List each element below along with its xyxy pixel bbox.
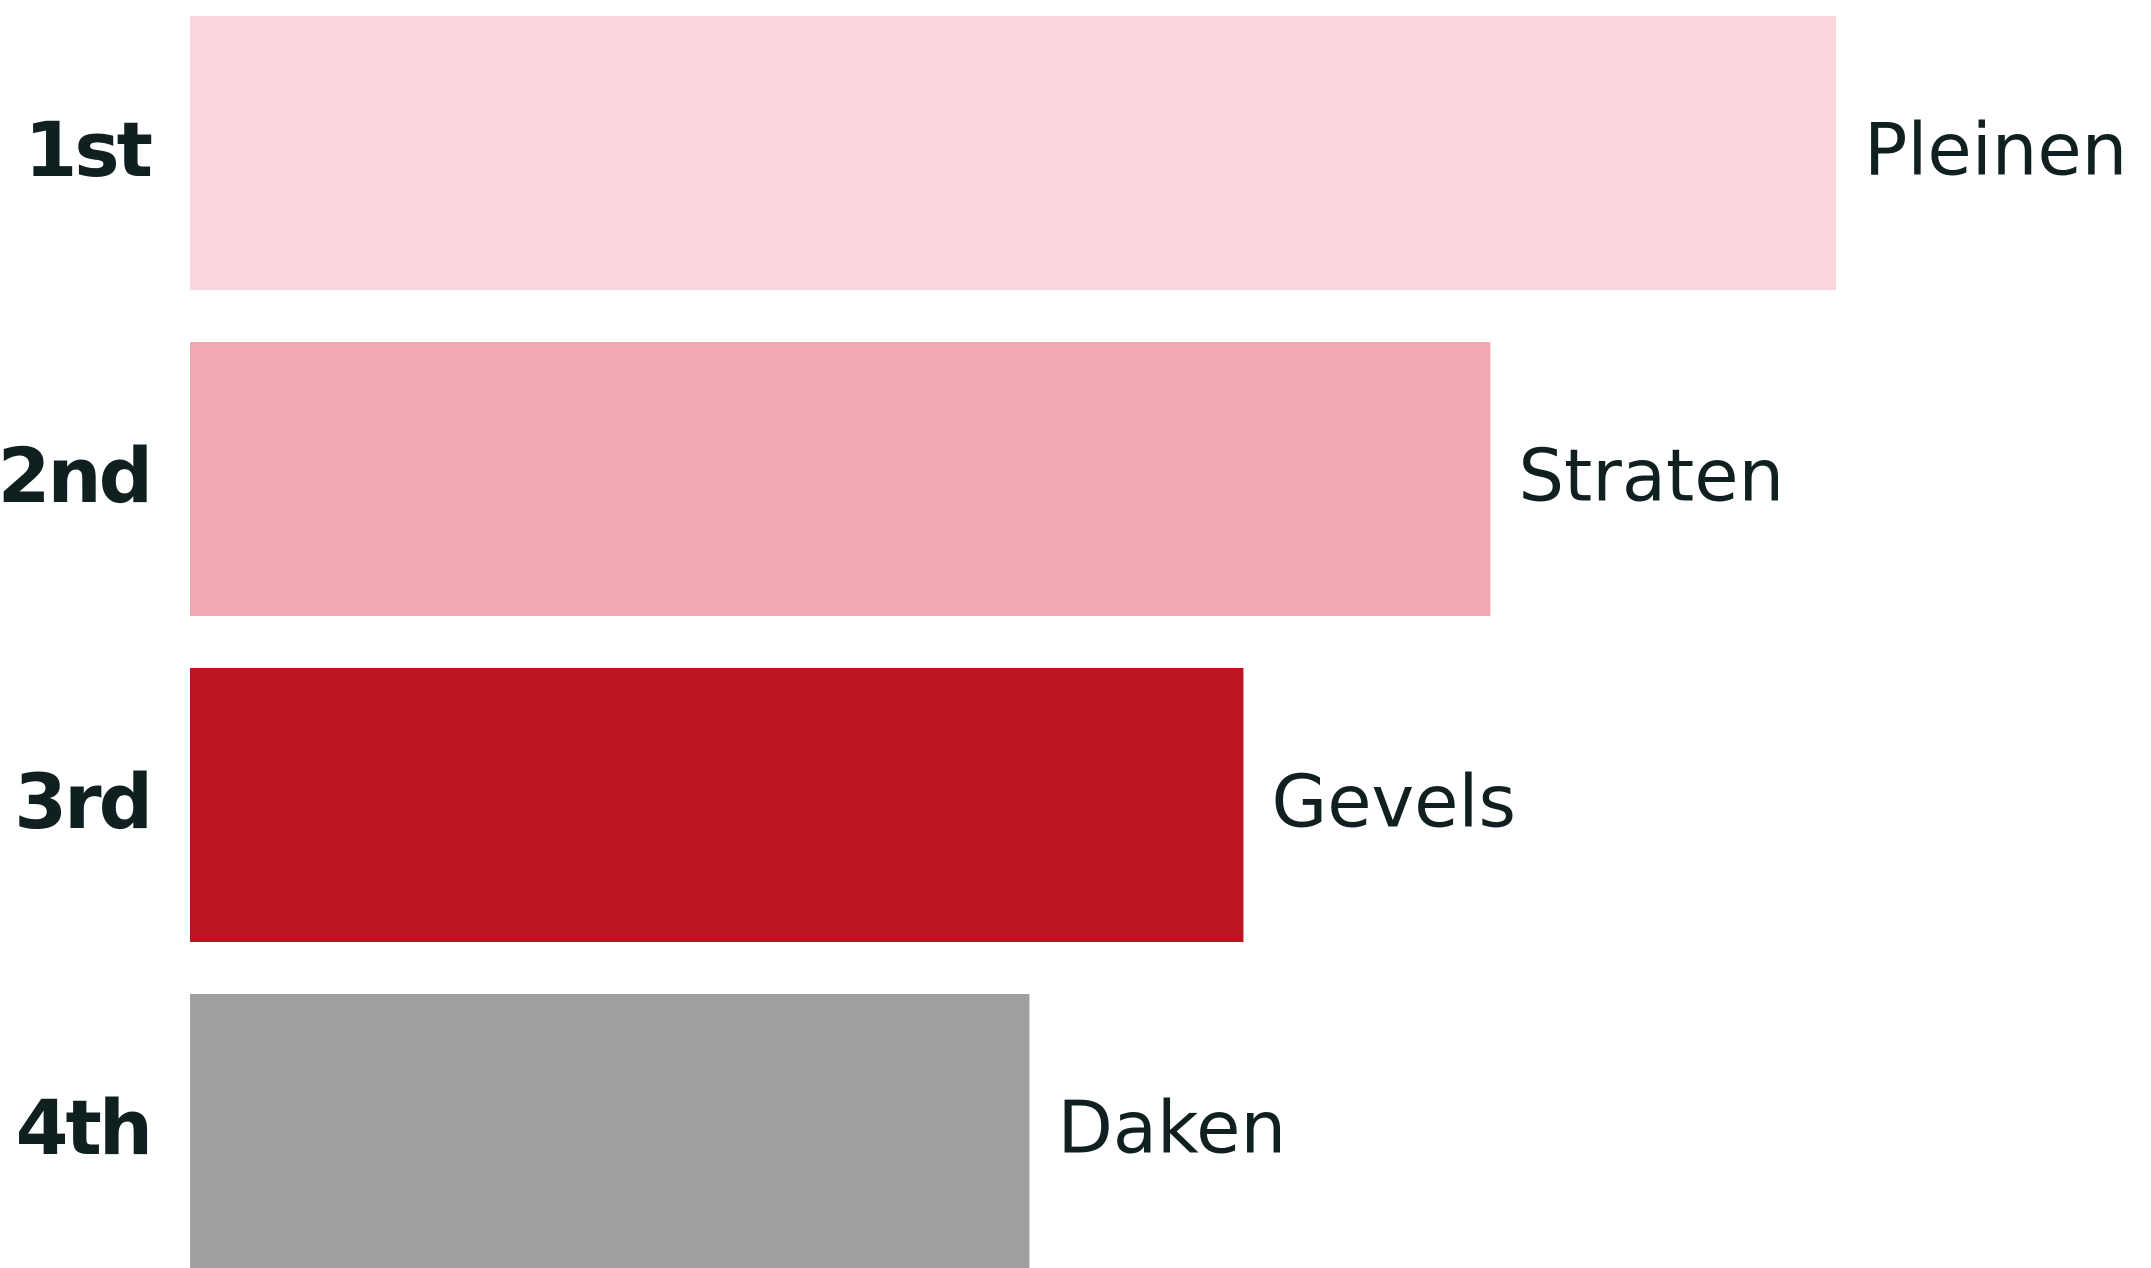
- bar: [190, 342, 1491, 616]
- rank-label: 3rd: [14, 757, 150, 846]
- category-label: Daken: [1057, 1086, 1286, 1170]
- bar: [190, 668, 1244, 942]
- bar: [190, 994, 1030, 1268]
- category-label: Pleinen: [1864, 108, 2127, 192]
- rank-label: 4th: [16, 1083, 150, 1172]
- rank-label: 1st: [25, 105, 152, 194]
- rank-label: 2nd: [0, 431, 150, 520]
- category-label: Straten: [1518, 434, 1784, 518]
- bar: [190, 16, 1836, 290]
- category-label: Gevels: [1271, 760, 1516, 844]
